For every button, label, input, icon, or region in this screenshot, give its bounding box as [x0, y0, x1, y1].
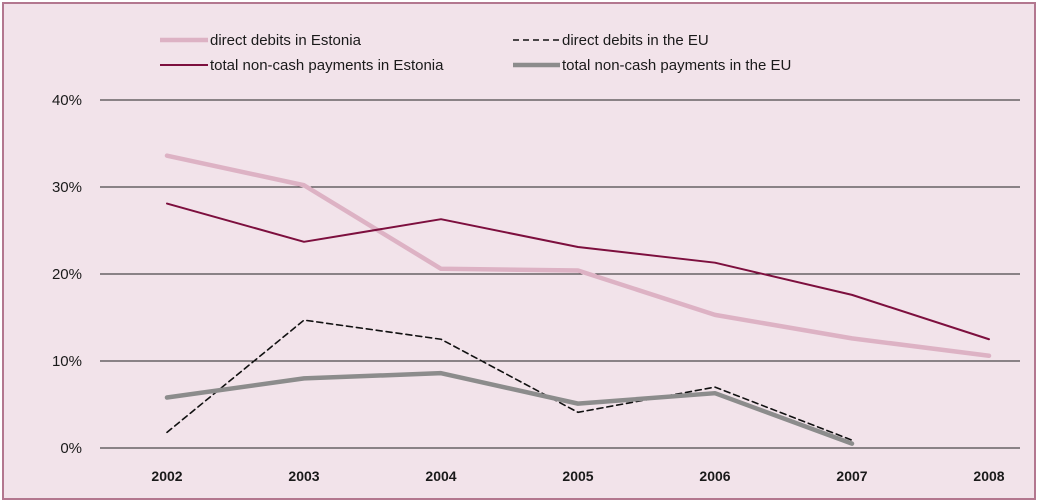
legend-label-direct-debits-eu: direct debits in the EU: [562, 32, 709, 49]
x-axis-ticks: 2002 2003 2004 2005 2006 2007 2008: [151, 468, 1004, 484]
series-line-0: [164, 153, 992, 359]
x-tick-label: 2002: [151, 468, 182, 484]
x-tick-label: 2003: [288, 468, 319, 484]
y-tick-label: 20%: [52, 266, 82, 283]
series-line-2: [166, 202, 990, 341]
y-tick-label: 40%: [52, 92, 82, 109]
legend: direct debits in Estonia direct debits i…: [160, 32, 791, 74]
legend-label-total-non-cash-estonia: total non-cash payments in Estonia: [210, 57, 444, 74]
y-tick-label: 10%: [52, 353, 82, 370]
y-axis-ticks: 0% 10% 20% 30% 40%: [52, 92, 82, 457]
grid: [100, 99, 1020, 449]
series-line-3: [164, 370, 855, 446]
series-line-1: [166, 319, 853, 441]
y-tick-label: 30%: [52, 179, 82, 196]
legend-label-total-non-cash-eu: total non-cash payments in the EU: [562, 57, 791, 74]
legend-label-direct-debits-estonia: direct debits in Estonia: [210, 32, 362, 49]
y-tick-label: 0%: [60, 440, 82, 457]
x-tick-label: 2007: [836, 468, 867, 484]
x-tick-label: 2006: [699, 468, 730, 484]
x-tick-label: 2008: [973, 468, 1004, 484]
series-lines: [164, 153, 992, 446]
x-tick-label: 2004: [425, 468, 456, 484]
x-tick-label: 2005: [562, 468, 593, 484]
